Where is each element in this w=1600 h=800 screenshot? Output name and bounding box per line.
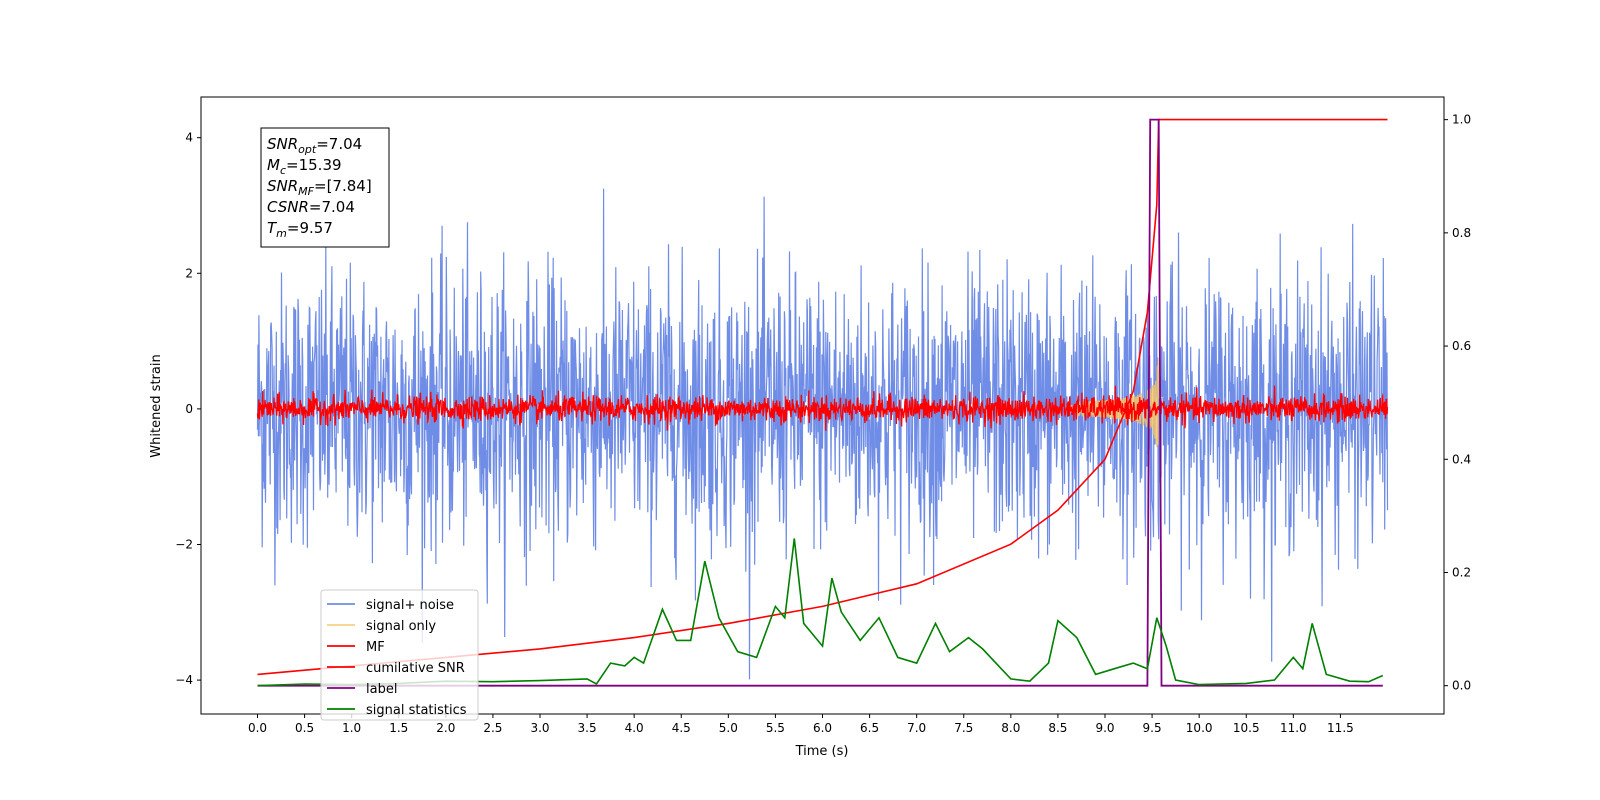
x-tick-label: 7.0 xyxy=(907,721,926,735)
x-tick-label: 11.5 xyxy=(1327,721,1354,735)
y-right-tick-label: 0.6 xyxy=(1452,339,1471,353)
x-tick-label: 8.5 xyxy=(1048,721,1067,735)
legend-label: MF xyxy=(366,640,385,655)
legend-frame xyxy=(320,589,479,721)
legend-label: signal only xyxy=(366,619,436,634)
x-tick-label: 4.5 xyxy=(672,721,691,735)
x-tick-label: 2.0 xyxy=(436,721,455,735)
y-right-tick-label: 0.4 xyxy=(1452,452,1471,466)
x-tick-label: 7.5 xyxy=(954,721,973,735)
x-tick-label: 10.5 xyxy=(1233,721,1260,735)
y-left-tick-label: 2 xyxy=(185,266,193,280)
series-cumilative-snr-line xyxy=(257,118,1388,676)
y-left-tick-label: 4 xyxy=(185,131,193,145)
y-axis-right: 0.0 0.2 0.4 0.6 0.8 1.0 xyxy=(1444,113,1471,693)
x-tick-label: 2.5 xyxy=(483,721,502,735)
annotation-frame xyxy=(260,127,390,248)
series-layer xyxy=(256,118,1389,687)
y-right-tick-label: 0.2 xyxy=(1452,565,1471,579)
legend-label: label xyxy=(366,682,397,697)
y-right-tick-label: 0.8 xyxy=(1452,226,1471,240)
legend: signal+ noise signal only MF cumilative SNR… xyxy=(320,589,479,721)
series-label-line xyxy=(257,118,1383,687)
x-tick-label: 6.5 xyxy=(860,721,879,735)
y-left-tick-label: −4 xyxy=(175,673,193,687)
legend-label: signal statistics xyxy=(366,703,467,718)
y-left-tick-label: −2 xyxy=(175,537,193,551)
legend-label: signal+ noise xyxy=(366,598,454,613)
annotation-box: SNRopt=7.04Mc=15.39SNRMF=[7.84]CSNR=7.04… xyxy=(260,127,390,248)
x-tick-label: 9.5 xyxy=(1143,721,1162,735)
annotation-line: Tm=9.57 xyxy=(267,219,333,240)
x-tick-label: 11.0 xyxy=(1280,721,1307,735)
series-signal-noise-line xyxy=(256,188,1389,680)
y-left-tick-label: 0 xyxy=(185,402,193,416)
x-tick-label: 0.5 xyxy=(295,721,314,735)
x-tick-label: 5.5 xyxy=(766,721,785,735)
series-signal-statistics-line xyxy=(257,538,1384,687)
x-tick-label: 3.0 xyxy=(530,721,549,735)
legend-label: cumilative SNR xyxy=(366,661,465,676)
annotation-line: CSNR=7.04 xyxy=(267,198,355,216)
y-axis-left: −4 −2 0 2 4 xyxy=(175,131,201,687)
x-axis: 0.0 0.5 1.0 1.5 2.0 2.5 3.0 3.5 4.0 4.5 5.0 5.5 6.0 6… xyxy=(248,714,1354,735)
x-axis-label: Time (s) xyxy=(795,744,849,759)
x-tick-label: 1.0 xyxy=(342,721,361,735)
annotation-line: SNRopt=7.04 xyxy=(267,135,362,156)
x-tick-label: 8.0 xyxy=(1001,721,1020,735)
y-axis-left-label: Whitened strain xyxy=(149,354,164,457)
x-tick-label: 10.0 xyxy=(1186,721,1213,735)
y-right-tick-label: 0.0 xyxy=(1452,679,1471,693)
annotation-line: SNRMF=[7.84] xyxy=(267,177,372,198)
x-tick-label: 4.0 xyxy=(625,721,644,735)
y-right-tick-label: 1.0 xyxy=(1452,113,1471,127)
x-tick-label: 0.0 xyxy=(248,721,267,735)
x-tick-label: 1.5 xyxy=(389,721,408,735)
x-tick-label: 9.0 xyxy=(1095,721,1114,735)
x-tick-label: 3.5 xyxy=(578,721,597,735)
x-tick-label: 6.0 xyxy=(813,721,832,735)
x-tick-label: 5.0 xyxy=(719,721,738,735)
series-mf-line xyxy=(256,385,1389,431)
annotation-line: Mc=15.39 xyxy=(267,156,342,177)
